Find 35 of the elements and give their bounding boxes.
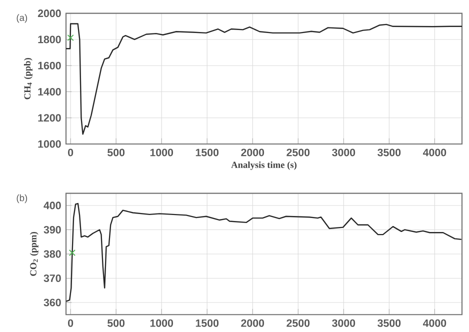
- y-tick-label: 1600: [38, 62, 61, 70]
- y-tick-label: 370: [44, 274, 61, 282]
- x-tick-label: 4000: [422, 319, 446, 327]
- y-tick-label: 1000: [38, 140, 61, 148]
- x-tick-label: 1500: [196, 148, 219, 156]
- y-axis-title: CO$_{2}$ (ppm): [30, 232, 38, 276]
- x-tick-label: 500: [108, 319, 125, 327]
- x-tick-label: 3500: [378, 148, 401, 156]
- x-tick-label: 1000: [150, 148, 174, 156]
- x-tick-label: 3500: [378, 319, 401, 327]
- x-tick-label: 1000: [150, 319, 174, 327]
- line-series: [66, 202, 462, 302]
- y-tick-label: 1400: [38, 88, 61, 96]
- y-tick-label: 2000: [38, 10, 61, 18]
- x-tick-label: 4000: [422, 148, 446, 156]
- x-tick-label: 3000: [332, 319, 356, 327]
- y-tick-label: 360: [44, 298, 61, 306]
- y-tick-label: 390: [44, 226, 61, 234]
- x-tick-label: 1500: [196, 319, 219, 327]
- x-tick-label: 500: [108, 148, 125, 156]
- x-axis-title: Analysis time (s): [231, 161, 297, 170]
- x-tick-label: 2000: [241, 319, 264, 327]
- x-tick-label: 3000: [332, 148, 356, 156]
- y-tick-label: 1800: [38, 36, 61, 44]
- y-axis-title: CH$_{4}$ (ppb): [24, 58, 32, 100]
- x-tick-label: 2500: [286, 319, 310, 327]
- x-tick-label: 0: [68, 148, 74, 156]
- y-tick-label: 400: [44, 202, 61, 210]
- x-tick-label: 2000: [241, 148, 264, 156]
- text: (b): [16, 194, 28, 204]
- text: (a): [16, 14, 28, 23]
- y-tick-label: 1200: [38, 114, 61, 122]
- x-tick-label: 0: [68, 319, 74, 327]
- x-tick-label: 2500: [286, 148, 310, 156]
- y-tick-label: 380: [44, 250, 61, 258]
